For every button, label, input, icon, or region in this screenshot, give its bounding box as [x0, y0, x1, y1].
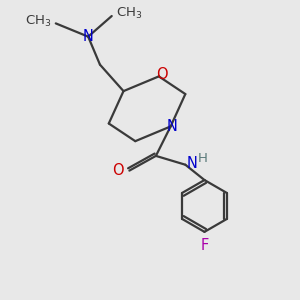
Text: F: F	[200, 238, 208, 253]
Text: N: N	[167, 119, 178, 134]
Text: H: H	[198, 152, 208, 165]
Text: N: N	[83, 29, 94, 44]
Text: CH$_3$: CH$_3$	[25, 14, 51, 28]
Text: O: O	[112, 163, 124, 178]
Text: CH$_3$: CH$_3$	[116, 6, 142, 21]
Text: N: N	[187, 156, 198, 171]
Text: O: O	[157, 67, 168, 82]
